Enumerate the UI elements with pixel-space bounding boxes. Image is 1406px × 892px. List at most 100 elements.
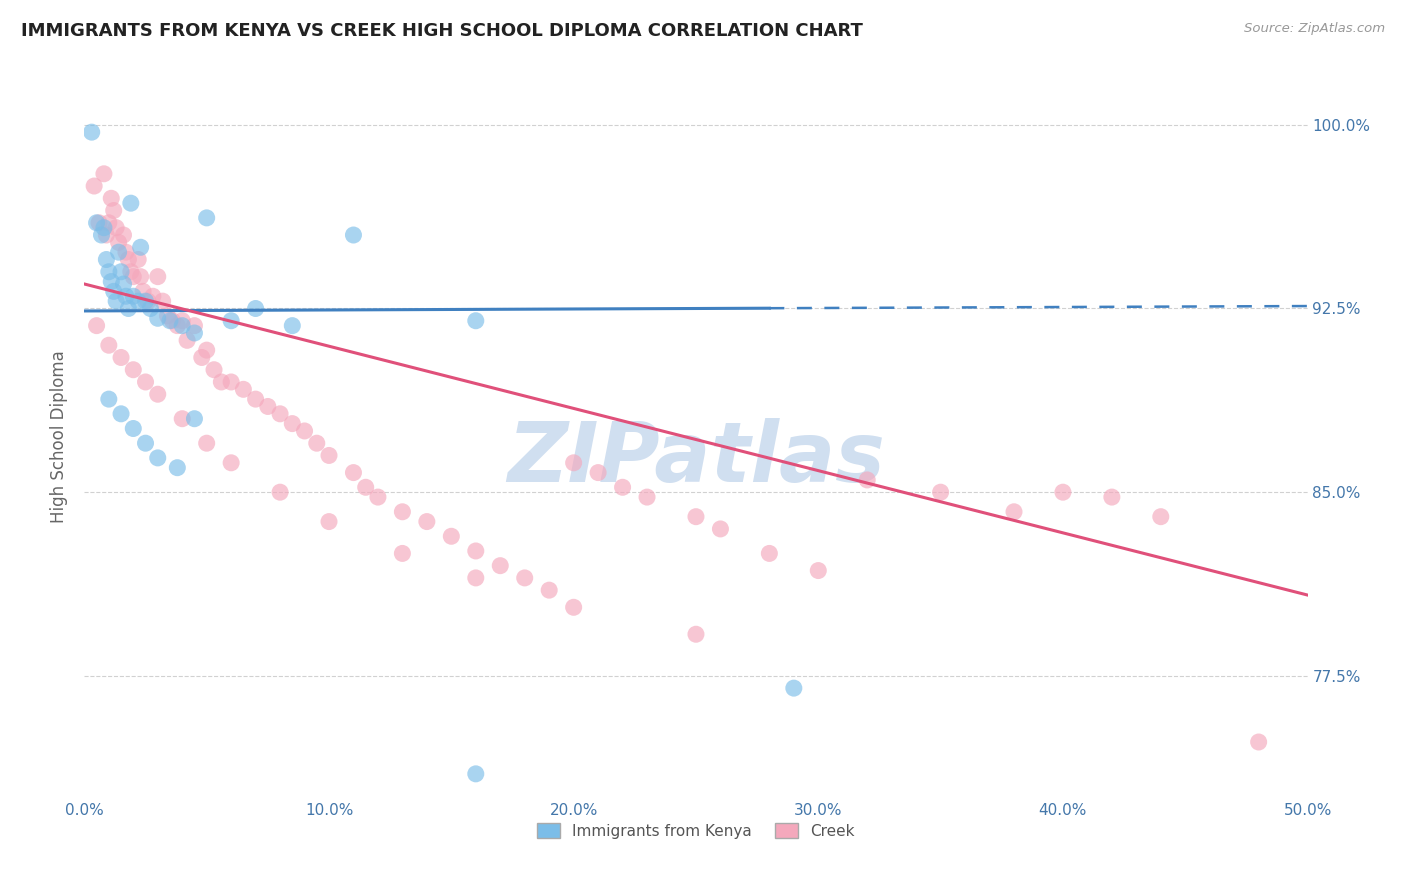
- Text: Source: ZipAtlas.com: Source: ZipAtlas.com: [1244, 22, 1385, 36]
- Point: [209, 375, 232, 389]
- Point: [115, 245, 138, 260]
- Point: [367, 490, 389, 504]
- Point: [139, 301, 162, 316]
- Point: [281, 417, 304, 431]
- Point: [152, 294, 174, 309]
- Point: [391, 546, 413, 560]
- Point: [100, 191, 122, 205]
- Point: [758, 546, 780, 560]
- Point: [159, 314, 181, 328]
- Point: [464, 544, 486, 558]
- Point: [612, 480, 634, 494]
- Point: [183, 326, 205, 340]
- Point: [1101, 490, 1123, 504]
- Point: [107, 235, 129, 250]
- Point: [96, 227, 118, 242]
- Point: [464, 767, 486, 781]
- Point: [105, 220, 128, 235]
- Point: [257, 400, 280, 414]
- Point: [112, 227, 135, 242]
- Point: [142, 289, 165, 303]
- Point: [245, 392, 267, 406]
- Point: [96, 252, 118, 267]
- Point: [166, 318, 188, 333]
- Point: [183, 411, 205, 425]
- Point: [172, 411, 194, 425]
- Point: [97, 216, 120, 230]
- Point: [135, 294, 157, 309]
- Point: [176, 334, 198, 348]
- Point: [318, 515, 340, 529]
- Point: [146, 387, 169, 401]
- Point: [172, 314, 194, 328]
- Point: [538, 583, 561, 598]
- Point: [464, 314, 486, 328]
- Point: [103, 203, 125, 218]
- Point: [416, 515, 439, 529]
- Point: [636, 490, 658, 504]
- Point: [122, 269, 145, 284]
- Point: [93, 167, 115, 181]
- Point: [117, 301, 139, 316]
- Point: [807, 564, 830, 578]
- Point: [232, 382, 254, 396]
- Point: [156, 309, 179, 323]
- Point: [80, 125, 103, 139]
- Point: [1150, 509, 1173, 524]
- Point: [856, 473, 879, 487]
- Point: [195, 343, 218, 358]
- Text: IMMIGRANTS FROM KENYA VS CREEK HIGH SCHOOL DIPLOMA CORRELATION CHART: IMMIGRANTS FROM KENYA VS CREEK HIGH SCHO…: [21, 22, 863, 40]
- Point: [87, 216, 110, 230]
- Point: [183, 318, 205, 333]
- Point: [127, 294, 149, 309]
- Point: [107, 245, 129, 260]
- Point: [122, 421, 145, 435]
- Point: [112, 277, 135, 291]
- Point: [110, 351, 132, 365]
- Legend: Immigrants from Kenya, Creek: Immigrants from Kenya, Creek: [531, 817, 860, 845]
- Point: [135, 436, 157, 450]
- Point: [129, 240, 152, 254]
- Point: [120, 265, 142, 279]
- Point: [489, 558, 512, 573]
- Point: [202, 362, 225, 376]
- Point: [132, 285, 155, 299]
- Point: [1247, 735, 1270, 749]
- Point: [464, 571, 486, 585]
- Point: [127, 252, 149, 267]
- Point: [195, 211, 218, 225]
- Point: [86, 318, 108, 333]
- Point: [110, 265, 132, 279]
- Point: [97, 265, 120, 279]
- Point: [709, 522, 731, 536]
- Point: [318, 449, 340, 463]
- Y-axis label: High School Diploma: High School Diploma: [51, 351, 69, 524]
- Point: [269, 407, 291, 421]
- Point: [245, 301, 267, 316]
- Point: [110, 407, 132, 421]
- Point: [146, 269, 169, 284]
- Point: [166, 460, 188, 475]
- Point: [562, 456, 585, 470]
- Point: [135, 375, 157, 389]
- Point: [294, 424, 316, 438]
- Point: [129, 269, 152, 284]
- Point: [219, 375, 242, 389]
- Point: [195, 436, 218, 450]
- Point: [105, 294, 128, 309]
- Point: [136, 294, 159, 309]
- Point: [122, 289, 145, 303]
- Point: [86, 216, 108, 230]
- Point: [115, 289, 138, 303]
- Point: [162, 314, 184, 328]
- Point: [783, 681, 806, 695]
- Point: [97, 338, 120, 352]
- Point: [146, 450, 169, 465]
- Point: [440, 529, 463, 543]
- Point: [117, 252, 139, 267]
- Point: [97, 392, 120, 406]
- Point: [281, 318, 304, 333]
- Point: [83, 179, 105, 194]
- Point: [103, 285, 125, 299]
- Point: [172, 318, 194, 333]
